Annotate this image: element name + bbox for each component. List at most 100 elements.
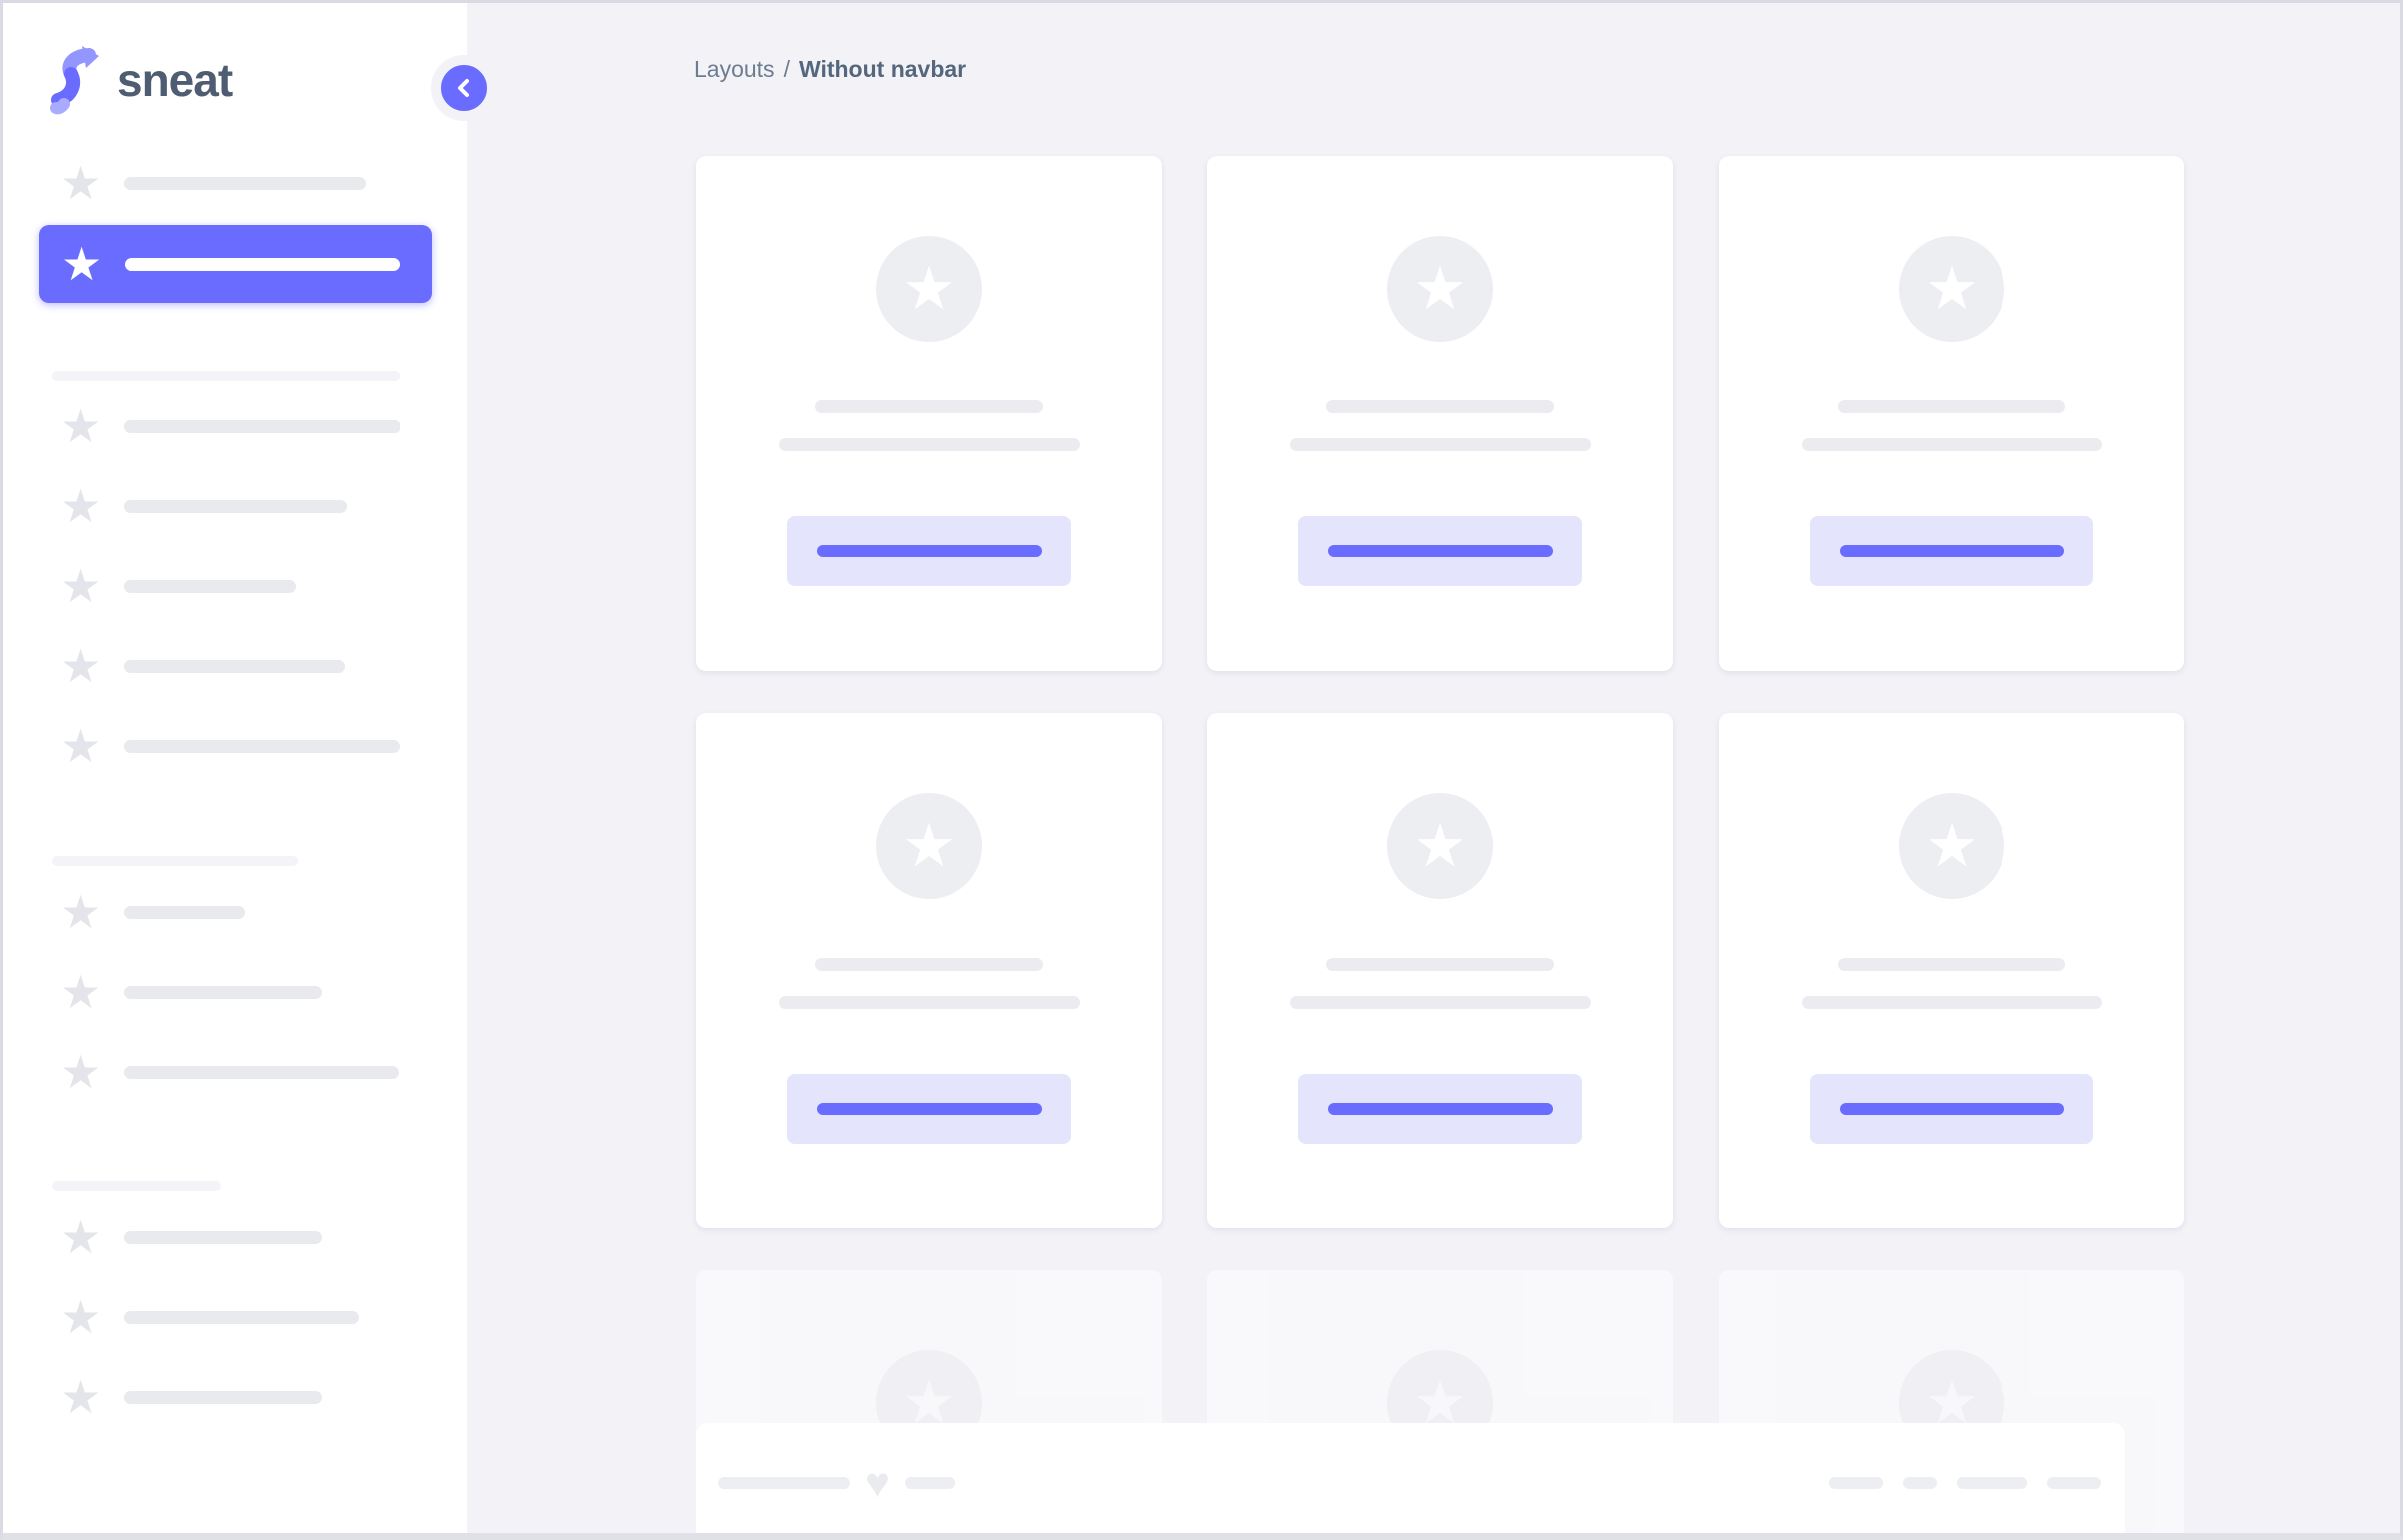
skeleton-label-bar: [124, 1230, 322, 1244]
sidebar-item[interactable]: ★: [3, 480, 467, 532]
skeleton-title-bar: [1326, 400, 1554, 413]
star-icon: ★: [1413, 812, 1467, 879]
skeleton-label-bar: [124, 905, 245, 919]
star-icon: ★: [60, 1291, 102, 1343]
footer-skeleton-bar: [904, 1477, 955, 1489]
star-icon: ★: [60, 400, 102, 452]
skeleton-text-bar: [1289, 996, 1591, 1009]
footer-right-group: [1829, 1477, 2101, 1489]
placeholder-button[interactable]: [1810, 1074, 2093, 1144]
star-icon: ★: [61, 238, 103, 290]
star-icon: ★: [1925, 812, 1979, 879]
placeholder-button[interactable]: [1298, 516, 1582, 586]
sidebar-section-header-bar: [52, 856, 298, 866]
sidebar-section-header-bar: [52, 371, 400, 381]
brand-name: sneat: [117, 54, 233, 106]
brand[interactable]: sneat: [3, 3, 467, 117]
sidebar-item[interactable]: ★: [3, 886, 467, 938]
placeholder-card: ★: [1719, 156, 2184, 671]
skeleton-label-bar: [124, 1310, 359, 1324]
star-icon: ★: [60, 720, 102, 772]
heart-icon: ♥: [865, 1459, 890, 1506]
star-icon: ★: [60, 886, 102, 938]
skeleton-text-bar: [1801, 438, 2102, 451]
avatar-circle: ★: [876, 236, 982, 342]
skeleton-label-bar: [124, 499, 347, 513]
skeleton-label-bar: [125, 257, 400, 271]
skeleton-text-bar: [1289, 438, 1591, 451]
star-icon: ★: [60, 1046, 102, 1098]
breadcrumb-separator: /: [783, 56, 790, 82]
breadcrumb-section[interactable]: Layouts: [694, 56, 775, 82]
skeleton-label-bar: [124, 419, 400, 433]
skeleton-text-bar: [778, 996, 1080, 1009]
skeleton-label-bar: [124, 176, 366, 190]
footer-link-bar[interactable]: [2047, 1477, 2101, 1489]
placeholder-card: ★: [696, 156, 1162, 671]
placeholder-card: ★: [1719, 713, 2184, 1228]
star-icon: ★: [1413, 1369, 1467, 1436]
placeholder-button[interactable]: [1298, 1074, 1582, 1144]
sidebar-item[interactable]: ★: [3, 640, 467, 692]
sidebar-item[interactable]: ★: [3, 560, 467, 612]
button-label-bar: [1327, 545, 1553, 557]
star-icon: ★: [902, 1369, 956, 1436]
avatar-circle: ★: [1899, 793, 2004, 899]
skeleton-label-bar: [124, 659, 345, 673]
star-icon: ★: [1413, 255, 1467, 322]
button-label-bar: [816, 545, 1042, 557]
sidebar-item[interactable]: ★: [3, 400, 467, 452]
skeleton-title-bar: [1326, 958, 1554, 971]
sidebar-item[interactable]: ★: [3, 1291, 467, 1343]
sidebar-item[interactable]: ★: [3, 1046, 467, 1098]
star-icon: ★: [60, 1211, 102, 1263]
card-grid: ★ ★ ★ ★ ★: [696, 156, 2184, 1533]
sneat-logo-icon: [50, 46, 99, 115]
star-icon: ★: [60, 157, 102, 209]
skeleton-title-bar: [1838, 958, 2065, 971]
skeleton-label-bar: [124, 579, 296, 593]
star-icon: ★: [60, 1371, 102, 1423]
avatar-circle: ★: [876, 793, 982, 899]
placeholder-button[interactable]: [787, 1074, 1071, 1144]
button-label-bar: [1327, 1103, 1553, 1115]
star-icon: ★: [60, 966, 102, 1018]
sidebar-item[interactable]: ★: [3, 720, 467, 772]
avatar-circle: ★: [1387, 236, 1493, 342]
button-label-bar: [1839, 1103, 2064, 1115]
sidebar-collapse-button[interactable]: [431, 55, 497, 121]
main-content: Layouts / Without navbar ★ ★ ★: [467, 3, 2400, 1533]
avatar-circle: ★: [1899, 236, 2004, 342]
footer-link-bar[interactable]: [1957, 1477, 2027, 1489]
skeleton-title-bar: [815, 400, 1043, 413]
placeholder-button[interactable]: [787, 516, 1071, 586]
breadcrumb-current: Without navbar: [798, 56, 967, 82]
sidebar-item[interactable]: ★: [3, 1371, 467, 1423]
footer-link-bar[interactable]: [1903, 1477, 1937, 1489]
skeleton-text-bar: [1801, 996, 2102, 1009]
breadcrumb: Layouts / Without navbar: [694, 58, 966, 81]
sidebar-item-active[interactable]: ★: [39, 225, 432, 303]
footer-link-bar[interactable]: [1829, 1477, 1883, 1489]
placeholder-card: ★: [1207, 713, 1673, 1228]
skeleton-label-bar: [124, 985, 322, 999]
sidebar-item[interactable]: ★: [3, 966, 467, 1018]
star-icon: ★: [60, 480, 102, 532]
sidebar-item[interactable]: ★: [3, 157, 467, 209]
skeleton-title-bar: [815, 958, 1043, 971]
skeleton-text-bar: [778, 438, 1080, 451]
footer-left-group: ♥: [718, 1462, 955, 1504]
placeholder-card: ★: [1207, 156, 1673, 671]
placeholder-button[interactable]: [1810, 516, 2093, 586]
chevron-left-icon: [458, 79, 469, 97]
skeleton-label-bar: [124, 739, 400, 753]
avatar-circle: ★: [1387, 793, 1493, 899]
button-label-bar: [1839, 545, 2064, 557]
placeholder-card: ★: [696, 713, 1162, 1228]
sidebar-item[interactable]: ★: [3, 1211, 467, 1263]
sidebar-section-header-bar: [52, 1181, 221, 1191]
footer-skeleton-bar: [718, 1477, 850, 1489]
sidebar: sneat ★ ★ ★ ★ ★ ★ ★ ★ ★ ★ ★ ★ ★: [3, 3, 497, 1533]
star-icon: ★: [60, 560, 102, 612]
